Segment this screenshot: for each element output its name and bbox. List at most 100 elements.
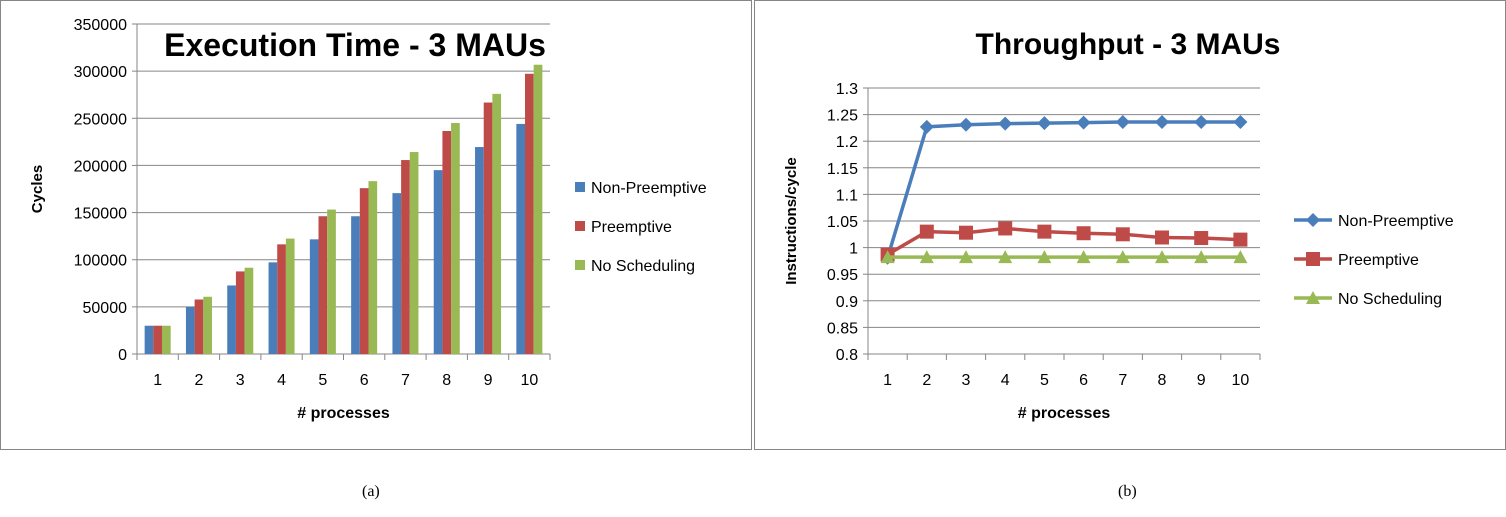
data-point [919, 224, 934, 239]
y-tick-label: 0.85 [827, 320, 858, 337]
data-point [1076, 250, 1091, 264]
bar [475, 147, 484, 354]
x-tick-label: 7 [401, 372, 410, 389]
y-tick-label: 350000 [74, 17, 127, 34]
y-tick-label: 150000 [74, 206, 127, 223]
data-point [1233, 250, 1248, 264]
legend-marker [1306, 291, 1320, 304]
y-tick-label: 1.15 [827, 161, 858, 178]
bar [433, 170, 443, 354]
x-tick-label: 10 [520, 372, 538, 389]
y-tick-label: 200000 [74, 158, 127, 175]
bar [359, 188, 369, 354]
x-tick-label: 9 [1197, 372, 1206, 389]
data-point [880, 250, 895, 264]
y-tick-label: 1.05 [827, 214, 858, 231]
x-tick-label: 4 [277, 372, 286, 389]
bar [401, 160, 410, 354]
data-point [998, 221, 1013, 236]
bar [368, 181, 378, 354]
caption-b: (b) [1118, 483, 1137, 500]
bar [483, 102, 493, 354]
x-tick-label: 5 [318, 372, 327, 389]
chart-b-panel [754, 0, 1506, 450]
data-point [1155, 115, 1169, 130]
x-tick-label: 10 [1232, 372, 1250, 389]
chart-title: Throughput - 3 MAUs [976, 28, 1281, 61]
y-tick-label: 0.8 [836, 347, 858, 364]
bar [318, 216, 328, 354]
x-tick-label: 6 [1079, 372, 1088, 389]
bar [409, 152, 419, 354]
legend-swatch [575, 260, 585, 270]
legend-label: No Scheduling [1338, 291, 1442, 308]
legend-label: Preemptive [1338, 252, 1419, 269]
y-tick-label: 1.25 [827, 108, 858, 125]
series-line [886, 226, 1241, 257]
y-axis-label: Cycles [29, 165, 46, 213]
y-tick-label: 100000 [74, 253, 127, 270]
x-tick-label: 8 [1158, 372, 1167, 389]
bar [277, 244, 286, 354]
data-point [959, 250, 973, 264]
y-tick-label: 0.9 [836, 294, 858, 311]
bar [161, 325, 171, 354]
data-point [1194, 231, 1209, 246]
bar [203, 296, 212, 354]
legend-label: Preemptive [591, 219, 672, 236]
data-point [1115, 227, 1130, 242]
bar [525, 73, 534, 354]
x-tick-label: 7 [1118, 372, 1127, 389]
legend-label: Non-Preemptive [1338, 213, 1454, 230]
data-point [1076, 115, 1091, 130]
x-tick-label: 2 [194, 372, 203, 389]
data-point [998, 250, 1013, 264]
x-tick-label: 8 [442, 372, 451, 389]
y-tick-label: 1 [849, 241, 858, 258]
y-tick-label: 300000 [74, 64, 127, 81]
series-line [885, 120, 1241, 259]
y-tick-label: 0.95 [827, 267, 858, 284]
legend-marker [1306, 213, 1320, 227]
bar [492, 93, 502, 354]
bar [533, 64, 543, 354]
y-tick-label: 0 [118, 347, 127, 364]
data-point [1155, 250, 1169, 264]
bar [351, 216, 360, 354]
bar [244, 267, 254, 354]
bar [153, 325, 162, 354]
data-point [959, 117, 973, 132]
x-tick-label: 5 [1040, 372, 1049, 389]
bar [451, 123, 460, 354]
x-tick-label: 6 [360, 372, 369, 389]
data-point [959, 225, 973, 240]
caption-a: (a) [362, 483, 380, 500]
legend-swatch [575, 182, 585, 192]
data-point [919, 119, 934, 134]
data-point [998, 116, 1013, 131]
data-point [1155, 230, 1169, 245]
x-tick-label: 9 [484, 372, 493, 389]
x-tick-label: 1 [153, 372, 162, 389]
data-point [1115, 115, 1130, 130]
y-axis-label: Instructions/cycle [783, 157, 800, 285]
legend-label: Non-Preemptive [591, 180, 707, 197]
data-point [919, 250, 934, 264]
bar [235, 271, 245, 354]
bar [442, 131, 452, 354]
data-point [1037, 224, 1052, 239]
legend-swatch [575, 221, 585, 231]
y-tick-label: 50000 [83, 300, 128, 317]
x-tick-label: 3 [236, 372, 245, 389]
bar [268, 262, 278, 354]
y-tick-label: 250000 [74, 111, 127, 128]
bar [194, 299, 204, 354]
bar [327, 209, 336, 354]
data-point [1115, 250, 1130, 264]
x-tick-label: 3 [962, 372, 971, 389]
data-point [1076, 226, 1091, 241]
data-point [1037, 116, 1052, 131]
data-point [1037, 250, 1052, 264]
x-axis-label: # processes [1018, 405, 1111, 422]
